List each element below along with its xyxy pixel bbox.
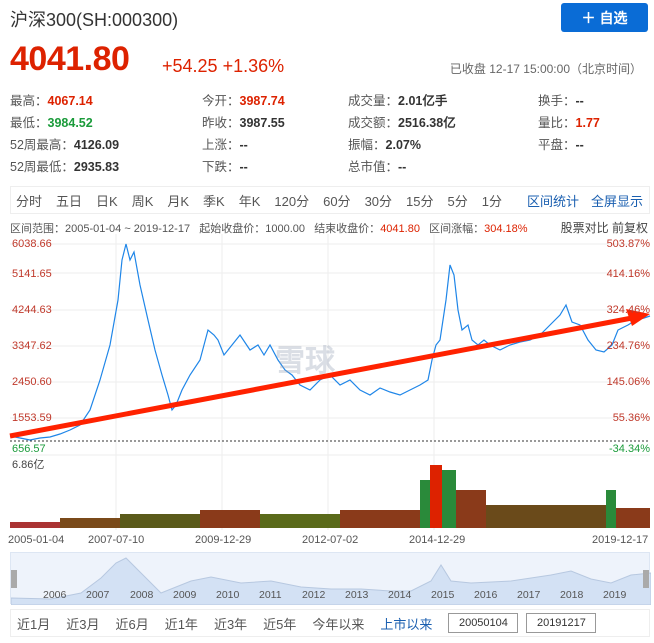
- period-3m[interactable]: 近3月: [66, 616, 100, 632]
- navigator-right-handle[interactable]: [643, 570, 649, 588]
- x-label: 2014-12-29: [409, 534, 466, 546]
- period-tabs: 分时 五日 日K 周K 月K 季K 年K 120分 60分 30分 15分 5分…: [10, 186, 650, 214]
- nav-year: 2009: [173, 589, 197, 601]
- nav-year: 2011: [259, 589, 282, 601]
- y-pct-label: 324.46%: [606, 304, 650, 316]
- add-watchlist-label: 自选: [599, 9, 628, 26]
- x-label: 2007-07-10: [88, 534, 145, 546]
- tab-30min[interactable]: 30分: [364, 193, 393, 209]
- watermark: 雪球: [275, 345, 335, 378]
- quote-amount: 成交额：2516.38亿: [348, 116, 456, 130]
- quote-52w-low: 52周最低：2935.83: [10, 160, 120, 174]
- nav-year: 2014: [388, 589, 412, 601]
- period-6m[interactable]: 近6月: [115, 616, 149, 632]
- y-pct-label: 145.06%: [606, 376, 650, 388]
- quote-open: 今开：3987.74: [202, 94, 285, 108]
- current-price: 4041.80: [10, 40, 130, 78]
- y-label: 656.57: [12, 443, 46, 455]
- tab-1min[interactable]: 1分: [481, 193, 502, 209]
- tab-monthly-k[interactable]: 月K: [167, 193, 190, 209]
- tab-yearly-k[interactable]: 年K: [238, 193, 261, 209]
- range-info: 区间范围：2005-01-04 ~ 2019-12-17 起始收盘价：1000.…: [10, 223, 528, 235]
- navigator-left-handle[interactable]: [11, 570, 17, 588]
- navigator-area: [11, 557, 651, 605]
- range-stats-link[interactable]: 区间统计: [526, 193, 579, 209]
- period-5y[interactable]: 近5年: [263, 616, 297, 632]
- period-3y[interactable]: 近3年: [213, 616, 248, 632]
- date-to-input[interactable]: 20191217: [526, 613, 597, 633]
- plus-icon: ＋: [581, 9, 596, 26]
- adjust-button[interactable]: 前复权: [611, 221, 648, 235]
- nav-year: 2012: [302, 589, 326, 601]
- y-label: 3347.62: [12, 340, 52, 352]
- tab-120min[interactable]: 120分: [274, 193, 310, 209]
- nav-year: 2019: [603, 589, 627, 601]
- quote-mktcap: 总市值：--: [348, 160, 407, 174]
- quote-high: 最高：4067.14: [10, 94, 93, 108]
- change-percent: +1.36%: [222, 56, 285, 76]
- tab-daily-k[interactable]: 日K: [96, 193, 118, 209]
- quote-amplitude: 振幅：2.07%: [348, 138, 421, 152]
- nav-year: 2017: [517, 589, 541, 601]
- nav-year: 2015: [431, 589, 455, 601]
- price-chart[interactable]: [0, 232, 654, 532]
- tab-quarterly-k[interactable]: 季K: [203, 193, 225, 209]
- nav-year: 2013: [345, 589, 369, 601]
- period-1m[interactable]: 近1月: [17, 616, 51, 632]
- nav-year: 2010: [216, 589, 240, 601]
- quote-prev-close: 昨收：3987.55: [202, 116, 285, 130]
- quote-down: 下跌：--: [202, 160, 248, 174]
- quote-vol-ratio: 量比：1.77: [538, 116, 600, 130]
- tab-15min[interactable]: 15分: [406, 193, 434, 209]
- price-change: +54.25 +1.36%: [162, 56, 284, 77]
- x-label: 2012-07-02: [302, 534, 359, 546]
- y-label: 1553.59: [12, 412, 52, 424]
- nav-year: 2006: [43, 589, 67, 601]
- quote-low: 最低：3984.52: [10, 116, 93, 130]
- quote-volume: 成交量：2.01亿手: [348, 94, 448, 108]
- y-label: 6038.66: [12, 238, 52, 250]
- change-value: +54.25: [162, 56, 218, 76]
- tab-timeshare[interactable]: 分时: [16, 193, 43, 209]
- tab-5day[interactable]: 五日: [56, 193, 83, 209]
- market-status: 已收盘 12-17 15:00:00（北京时间）: [449, 62, 642, 76]
- period-1y[interactable]: 近1年: [164, 616, 198, 632]
- x-label: 2005-01-04: [8, 534, 65, 546]
- quote-turnover: 换手：--: [538, 94, 584, 108]
- tab-weekly-k[interactable]: 周K: [131, 193, 154, 209]
- fullscreen-link[interactable]: 全屏显示: [590, 193, 643, 209]
- quote-52w-high: 52周最高：4126.09: [10, 138, 120, 152]
- volume-max-label: 6.86亿: [12, 459, 45, 471]
- y-pct-label: 234.76%: [606, 340, 650, 352]
- x-label: 2009-12-29: [195, 534, 252, 546]
- compare-button[interactable]: 股票对比: [560, 221, 609, 235]
- y-pct-label: -34.34%: [609, 443, 650, 455]
- period-shortcuts: 近1月 近3月 近6月 近1年 近3年 近5年 今年以来 上市以来 200501…: [10, 609, 650, 637]
- y-label: 2450.60: [12, 376, 52, 388]
- range-options: 股票对比 前复权: [561, 219, 648, 236]
- page-title: 沪深300(SH:000300): [10, 10, 179, 30]
- range-navigator[interactable]: 2006 2007 2008 2009 2010 2011 2012 2013 …: [10, 552, 651, 605]
- tab-60min[interactable]: 60分: [323, 193, 351, 209]
- x-label: 2019-12-17: [592, 534, 649, 546]
- tab-5min[interactable]: 5分: [447, 193, 468, 209]
- y-pct-label: 55.36%: [612, 412, 650, 424]
- quote-flat: 平盘：--: [538, 138, 584, 152]
- y-pct-label: 503.87%: [606, 238, 650, 250]
- nav-year: 2018: [560, 589, 584, 601]
- y-label: 4244.63: [12, 304, 52, 316]
- add-watchlist-button[interactable]: ＋ 自选: [561, 3, 648, 32]
- nav-year: 2016: [474, 589, 498, 601]
- period-ytd[interactable]: 今年以来: [312, 616, 365, 632]
- quote-up: 上涨：--: [202, 138, 248, 152]
- y-pct-label: 414.16%: [606, 268, 650, 280]
- nav-year: 2008: [130, 589, 154, 601]
- y-label: 5141.65: [12, 268, 52, 280]
- date-from-input[interactable]: 20050104: [448, 613, 519, 633]
- period-since-listing[interactable]: 上市以来: [380, 616, 433, 632]
- volume-bars: [10, 465, 650, 528]
- nav-year: 2007: [86, 589, 110, 601]
